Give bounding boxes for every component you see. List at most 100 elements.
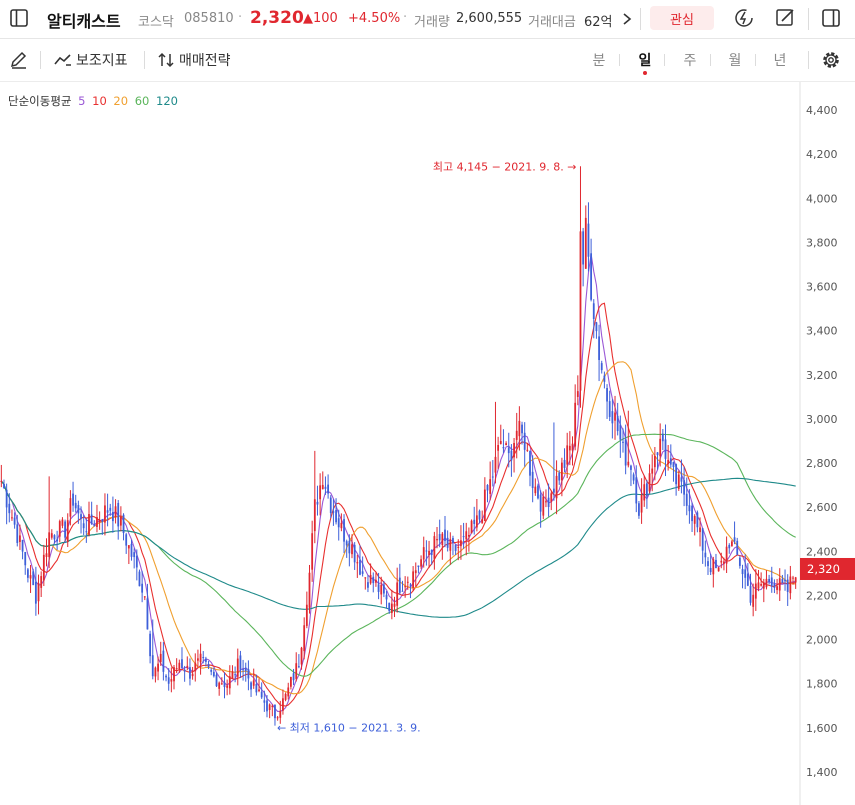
candle-body — [279, 710, 282, 718]
candle-body — [93, 524, 96, 527]
candle-body — [693, 516, 696, 524]
candle-body — [736, 540, 739, 555]
candle-body — [489, 479, 492, 494]
candle-body — [53, 535, 56, 540]
candle-body — [300, 647, 303, 665]
edit-icon[interactable] — [774, 7, 796, 29]
period-tab-day[interactable]: 일 — [638, 53, 652, 69]
candle-body — [542, 496, 545, 516]
candle-body — [11, 517, 13, 519]
candle-body — [151, 655, 154, 677]
candle-body — [104, 505, 106, 523]
candle-body — [614, 412, 616, 421]
candle-body — [101, 519, 104, 522]
candle-body — [685, 493, 688, 506]
indicator-button[interactable]: 보조지표 — [54, 39, 128, 81]
period-tab-year[interactable]: 년 — [773, 53, 787, 69]
candle-body — [632, 474, 635, 481]
candle-body — [422, 547, 425, 560]
strategy-label: 매매전략 — [179, 53, 231, 69]
candle-body — [29, 575, 32, 579]
panel-toggle-icon[interactable] — [821, 8, 841, 28]
stock-name[interactable]: 알티캐스트 — [47, 12, 121, 31]
candle-body — [765, 578, 768, 588]
favorite-button[interactable]: 관심 — [650, 6, 714, 30]
annotations: 2,320 최고 4,145 − 2021. 9. 8. → ← 최저 1,610 … — [277, 160, 855, 735]
y-tick-label: 1,800 — [806, 678, 838, 691]
candle-body — [242, 669, 244, 671]
candle-body — [305, 604, 308, 626]
candle-body — [74, 502, 77, 509]
y-tick-label: 2,800 — [806, 457, 838, 470]
period-tab-week[interactable]: 주 — [683, 53, 697, 69]
candle-body — [327, 484, 329, 494]
candle-body — [13, 517, 16, 525]
candle-body — [584, 217, 587, 269]
candle-body — [645, 483, 648, 497]
period-tab-month[interactable]: 월 — [728, 53, 742, 69]
candle-body — [699, 527, 701, 533]
strategy-button[interactable]: 매매전략 — [157, 39, 231, 81]
candle-body — [483, 489, 486, 521]
candle-body — [313, 499, 316, 532]
amount-value: 62억 — [584, 15, 613, 30]
candle-body — [260, 691, 263, 698]
candle-body — [606, 388, 608, 402]
candle-body — [550, 493, 553, 502]
candle-body — [58, 521, 61, 537]
candle-body — [425, 550, 428, 552]
candle-body — [194, 662, 197, 672]
candle-body — [473, 519, 476, 524]
candle-body — [146, 598, 149, 630]
settings-gear-icon[interactable] — [821, 50, 841, 70]
candle-body — [32, 571, 35, 586]
candle-body — [215, 674, 218, 687]
candle-body — [709, 567, 712, 573]
candle-body — [515, 430, 518, 440]
period-tab-minute[interactable]: 분 — [592, 53, 606, 69]
chevron-right-icon[interactable] — [620, 11, 634, 27]
candle-body — [117, 502, 120, 527]
candle-body — [446, 537, 449, 548]
candle-body — [656, 452, 659, 456]
y-tick-label: 4,400 — [806, 104, 838, 117]
candle-body — [122, 514, 125, 534]
candle-body — [69, 498, 72, 517]
candle-body — [521, 424, 523, 434]
candle-body — [24, 551, 27, 566]
candle-body — [16, 524, 19, 543]
candle-body — [50, 533, 53, 538]
candle-body — [622, 441, 624, 443]
candle-body — [19, 535, 21, 543]
flash-icon[interactable] — [733, 7, 755, 29]
candle-body — [449, 539, 452, 551]
pencil-icon[interactable] — [9, 50, 29, 70]
candle-body — [412, 571, 415, 588]
candle-body — [40, 576, 43, 588]
indicator-icon — [54, 54, 71, 66]
candle-body — [284, 693, 287, 700]
volume-label: 거래량 — [414, 15, 450, 30]
price-chart[interactable]: 4,400 4,200 4,000 3,800 3,600 3,400 3,200 3,000… — [0, 82, 855, 805]
price-change: ▲100 — [303, 11, 338, 26]
price-change-pct: +4.50% — [348, 11, 401, 26]
candle-body — [475, 515, 478, 528]
candle-body — [608, 401, 611, 417]
candle-body — [598, 336, 600, 361]
candle-body — [348, 540, 351, 554]
candle-body — [669, 458, 672, 465]
candle-body — [125, 534, 128, 546]
candle-body — [717, 567, 720, 572]
candle-body — [768, 578, 771, 582]
candle-body — [255, 683, 258, 693]
candle-body — [683, 480, 685, 495]
divider — [640, 8, 641, 30]
sidebar-toggle-icon[interactable] — [9, 8, 29, 28]
candle-body — [175, 668, 178, 670]
ma-legend-5: 5 — [78, 94, 86, 108]
y-tick-label: 3,200 — [806, 369, 838, 382]
candle-body — [510, 450, 513, 461]
high-annotation: 최고 4,145 − 2021. 9. 8. → — [433, 160, 577, 173]
candle-body — [319, 485, 322, 500]
candle-body — [141, 583, 144, 593]
